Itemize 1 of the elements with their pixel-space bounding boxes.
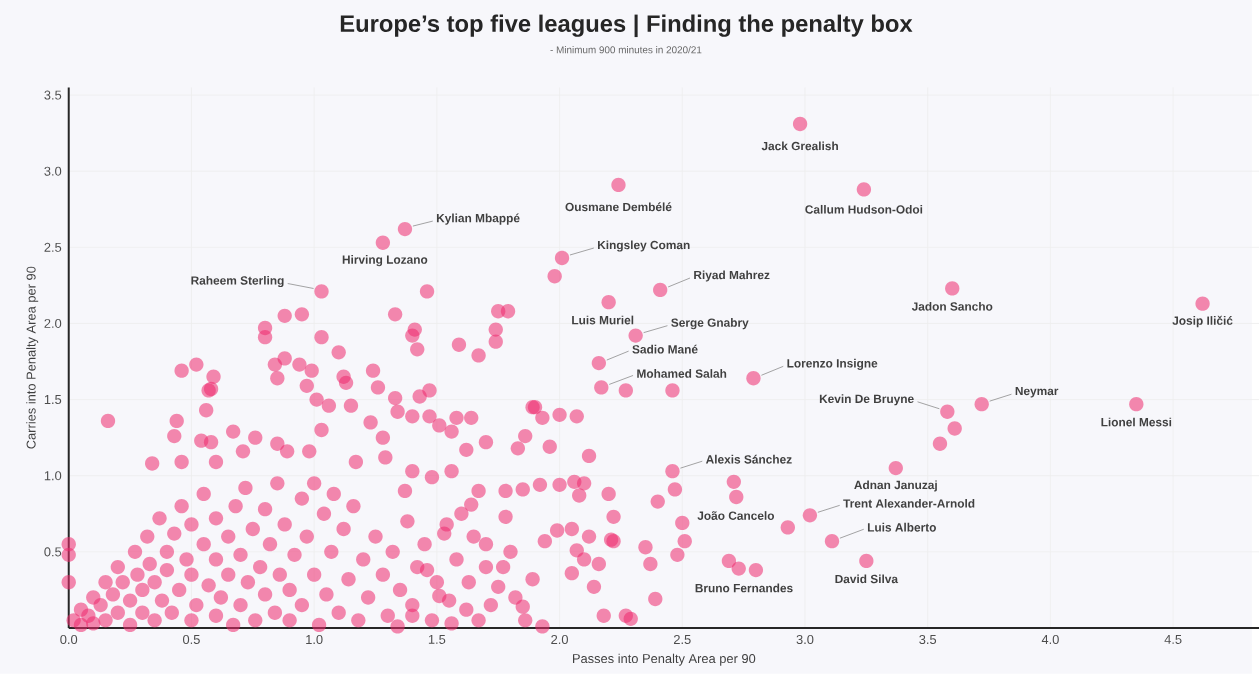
chart-title: Europe’s top five leagues | Finding the penalty box [340, 14, 913, 38]
